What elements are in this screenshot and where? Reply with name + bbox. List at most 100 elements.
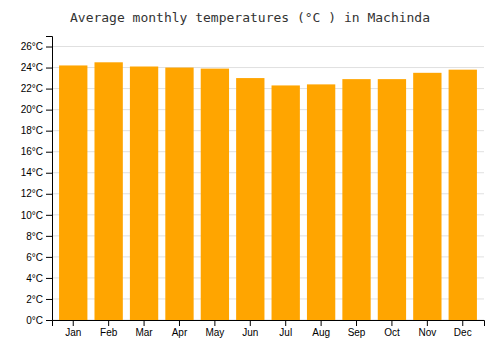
y-tick: 18°C <box>21 125 52 136</box>
x-tick: Aug <box>312 320 330 338</box>
grid-line <box>52 46 484 47</box>
y-tick-label: 4°C <box>26 273 43 284</box>
x-tick: Jun <box>242 320 258 338</box>
chart: 0°C 2°C 4°C 6°C 8°C 10°C 12°C 14°C 16°C 18°C 20°C 2… <box>0 0 500 350</box>
y-tick-mark <box>46 131 52 132</box>
y-tick-label: 18°C <box>21 125 43 136</box>
bar <box>342 79 370 320</box>
x-tick: Jul <box>279 320 292 338</box>
x-tick-mark <box>179 320 180 326</box>
y-tick: 8°C <box>26 231 52 242</box>
y-tick-mark <box>46 320 52 321</box>
y-tick-label: 10°C <box>21 210 43 221</box>
x-tick: Sep <box>348 320 366 338</box>
y-tick: 14°C <box>21 167 52 178</box>
y-tick-mark <box>46 257 52 258</box>
x-tick-label: Mar <box>135 327 153 338</box>
y-tick: 26°C <box>21 41 52 52</box>
bars <box>59 62 477 320</box>
y-tick-label: 2°C <box>26 294 43 305</box>
y-tick-label: 26°C <box>21 41 43 52</box>
y-tick: 20°C <box>21 104 52 115</box>
x-tick-label: May <box>205 327 224 338</box>
x-tick-label: Feb <box>100 327 118 338</box>
x-tick: May <box>205 320 224 338</box>
x-tick: Feb <box>100 320 118 338</box>
x-tick-label: Jan <box>65 327 81 338</box>
x-tick: Mar <box>135 320 153 338</box>
x-tick: Oct <box>384 320 400 338</box>
x-tick-mark <box>356 320 357 326</box>
bar <box>59 65 87 320</box>
x-tick-mark <box>144 320 145 326</box>
x-tick: Apr <box>172 320 188 338</box>
x-tick: Nov <box>418 320 436 338</box>
y-tick: 22°C <box>21 83 52 94</box>
y-tick: 16°C <box>21 146 52 157</box>
x-tick-label: Jun <box>242 327 258 338</box>
x-tick-mark <box>285 320 286 326</box>
title: Average monthly temperatures (°C ) in Ma… <box>70 10 430 25</box>
y-tick-mark <box>46 278 52 279</box>
y-tick: 0°C <box>26 315 52 326</box>
x-tick-mark <box>321 320 322 326</box>
bar <box>307 84 335 320</box>
x-tick-mark <box>391 320 392 326</box>
plot: 0°C 2°C 4°C 6°C 8°C 10°C 12°C 14°C 16°C 18°C 20°C 2… <box>21 37 485 339</box>
x-tick-label: Apr <box>172 327 188 338</box>
y-tick-mark <box>46 68 52 69</box>
bar <box>236 78 264 320</box>
bar <box>165 68 193 320</box>
y-tick-label: 8°C <box>26 231 43 242</box>
y-tick-label: 6°C <box>26 252 43 263</box>
x-tick-mark <box>108 320 109 326</box>
x-tick: Jan <box>65 320 81 338</box>
y-axis: 0°C 2°C 4°C 6°C 8°C 10°C 12°C 14°C 16°C 18°C 20°C 2… <box>21 37 53 326</box>
x-tick-mark <box>250 320 251 326</box>
y-axis-line <box>46 37 53 321</box>
bar <box>272 85 300 320</box>
y-tick-label: 20°C <box>21 104 43 115</box>
y-tick-mark <box>46 89 52 90</box>
y-tick-mark <box>46 47 52 48</box>
x-tick: Dec <box>454 320 472 338</box>
x-tick-label: Sep <box>348 327 366 338</box>
x-tick-mark <box>73 320 74 326</box>
y-tick-mark <box>46 236 52 237</box>
x-tick-mark <box>214 320 215 326</box>
x-tick-label: Oct <box>384 327 400 338</box>
y-tick: 10°C <box>21 210 52 221</box>
y-tick-label: 16°C <box>21 146 43 157</box>
y-tick-label: 14°C <box>21 167 43 178</box>
bar <box>378 79 406 320</box>
y-tick: 12°C <box>21 188 52 199</box>
grid <box>52 47 484 320</box>
y-tick-label: 12°C <box>21 188 43 199</box>
y-tick: 2°C <box>26 294 52 305</box>
bar <box>449 70 477 320</box>
x-axis: Jan Feb Mar Apr May Jun Jul Aug Sep Oct Nov Dec <box>53 320 485 338</box>
y-tick-label: 22°C <box>21 83 43 94</box>
y-tick: 24°C <box>21 62 52 73</box>
x-tick-mark <box>427 320 428 326</box>
x-tick-label: Dec <box>454 327 472 338</box>
y-tick-mark <box>46 110 52 111</box>
y-tick: 4°C <box>26 273 52 284</box>
x-tick-label: Jul <box>279 327 292 338</box>
bar <box>94 62 122 320</box>
y-tick-mark <box>46 215 52 216</box>
y-tick-mark <box>46 194 52 195</box>
x-tick-label: Nov <box>418 327 436 338</box>
x-tick-mark <box>462 320 463 326</box>
y-tick: 6°C <box>26 252 52 263</box>
bar <box>130 67 158 320</box>
y-tick-label: 24°C <box>21 62 43 73</box>
y-tick-label: 0°C <box>26 315 43 326</box>
y-tick-mark <box>46 299 52 300</box>
bar <box>201 69 229 320</box>
x-axis-line <box>53 321 485 327</box>
y-tick-mark <box>46 152 52 153</box>
x-tick-label: Aug <box>312 327 330 338</box>
bar <box>413 73 441 320</box>
y-tick-mark <box>46 173 52 174</box>
